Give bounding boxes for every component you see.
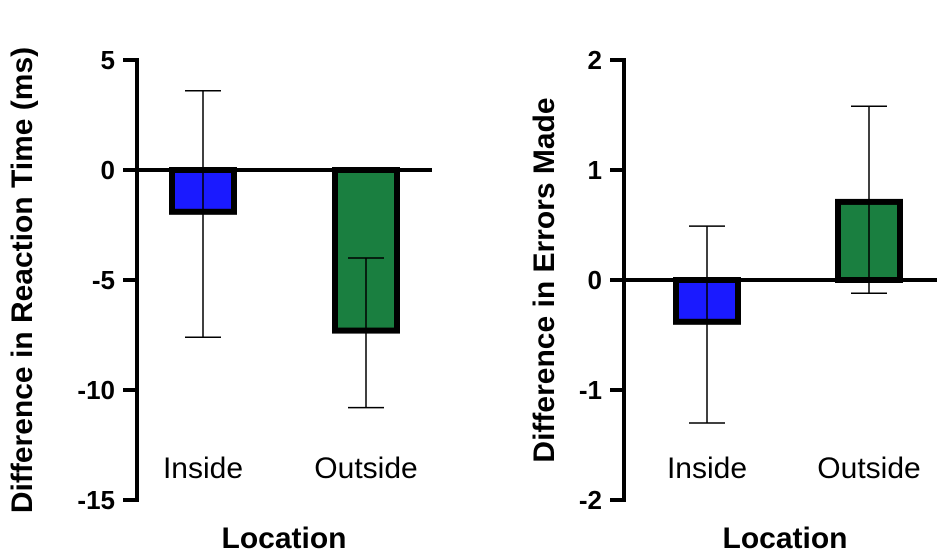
bars	[624, 198, 937, 325]
y-axis-title: Difference in Reaction Time (ms)	[6, 47, 39, 513]
y-tick-label: 2	[588, 45, 602, 75]
y-tick-label: 0	[101, 155, 115, 185]
y-tick-label: -2	[579, 485, 602, 515]
x-tick-label-outside: Outside	[817, 452, 920, 485]
y-tick-label: 0	[588, 265, 602, 295]
x-axis-title: Location	[723, 522, 848, 555]
x-axis-title: Location	[222, 522, 347, 555]
y-tick-label: -15	[77, 485, 115, 515]
x-tick-label-outside: Outside	[314, 452, 417, 485]
reaction-time-chart: Difference in Reaction Time (ms) Locatio…	[6, 45, 432, 555]
bars	[137, 167, 432, 334]
x-tick-label-inside: Inside	[667, 452, 747, 485]
error-bars	[185, 90, 384, 409]
error-bar-inside	[185, 90, 221, 338]
x-tick-labels: Inside Outside	[163, 452, 418, 485]
error-bar-inside	[689, 225, 725, 424]
y-tick-label: 5	[101, 45, 115, 75]
error-bar-outside	[851, 105, 887, 294]
error-bar-outside	[348, 257, 384, 409]
x-tick-labels: Inside Outside	[667, 452, 921, 485]
error-bars	[689, 105, 887, 424]
y-tick-label: 1	[588, 155, 602, 185]
y-tick-label: -5	[92, 265, 115, 295]
y-tick-label: -10	[77, 375, 115, 405]
y-tick-label: -1	[579, 375, 602, 405]
y-axis: 5 0 -5 -10 -15	[77, 45, 139, 515]
y-axis: 2 1 0 -1 -2	[579, 45, 626, 515]
x-tick-label-inside: Inside	[163, 452, 243, 485]
errors-made-chart: Difference in Errors Made Location 2 1 0 -1…	[528, 45, 937, 555]
y-axis-title: Difference in Errors Made	[528, 97, 561, 462]
